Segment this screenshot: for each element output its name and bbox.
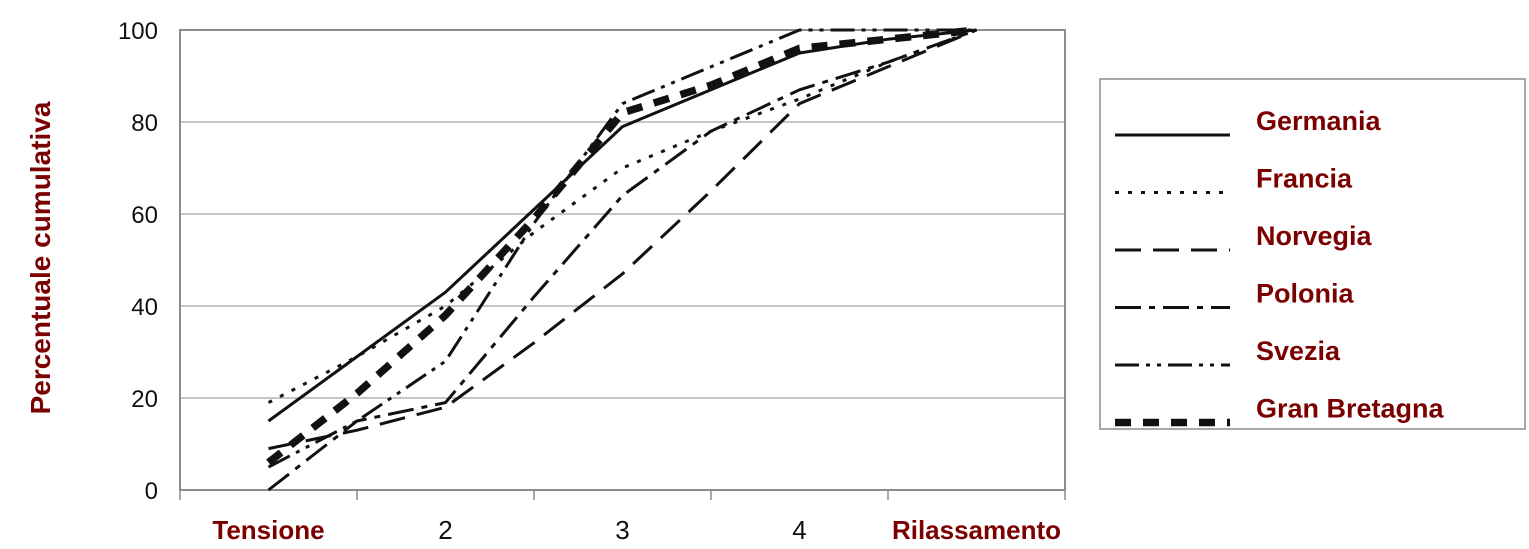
legend-box	[1099, 78, 1526, 430]
y-tick-label: 100	[118, 18, 158, 45]
y-tick-label: 80	[131, 110, 158, 137]
series-line-polonia	[267, 28, 978, 492]
legend-label: Germania	[1256, 106, 1382, 136]
x-tick-label: 2	[438, 515, 452, 545]
series-line-francia	[267, 28, 978, 404]
x-tick-label: Rilassamento	[892, 515, 1061, 545]
series-line-norvegia	[268, 28, 978, 451]
y-tick-label: 20	[131, 386, 158, 413]
x-tick-label: 4	[792, 515, 806, 545]
legend-label: Svezia	[1256, 336, 1341, 366]
legend-label: Francia	[1256, 164, 1353, 194]
y-tick-label: 40	[131, 294, 158, 321]
y-tick-label: 0	[145, 478, 158, 505]
axis-layer: 0 20 40 60 80 100 Tensione 2 3 4 Rilassamento	[118, 18, 1066, 545]
legend: Germania Francia Norvegia Polonia Svezia Gran…	[1099, 78, 1526, 430]
grid-layer	[180, 121, 1065, 399]
legend-label: Norvegia	[1256, 221, 1373, 251]
legend-label: Polonia	[1256, 279, 1354, 309]
series-line-germania	[267, 28, 977, 423]
series-line-svezia	[267, 28, 977, 469]
x-tick-label: Tensione	[212, 515, 324, 545]
legend-label: Gran Bretagna	[1256, 394, 1445, 424]
x-tick-label: 3	[615, 515, 629, 545]
series-layer	[266, 26, 978, 492]
series-line-gran-bretagna	[266, 26, 977, 466]
plot-area-border	[179, 29, 1066, 491]
y-axis-label: Percentuale cumulativa	[25, 101, 56, 414]
y-tick-label: 60	[131, 202, 158, 229]
